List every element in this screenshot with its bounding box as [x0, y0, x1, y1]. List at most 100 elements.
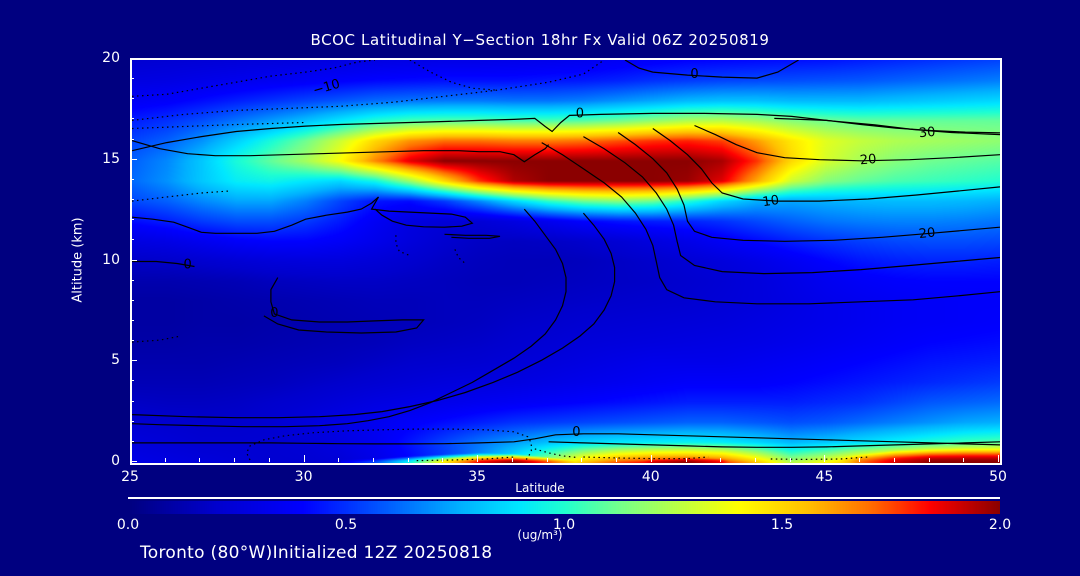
- y-tick-mark: [130, 78, 134, 80]
- x-tick-label: 40: [641, 469, 660, 485]
- x-tick-mark: [754, 458, 756, 462]
- contour-line-positive: [132, 260, 195, 268]
- x-tick-mark: [303, 455, 305, 462]
- x-tick-mark: [268, 458, 270, 462]
- y-tick-label: 15: [102, 150, 120, 167]
- contour-line-positive: [774, 117, 1000, 136]
- y-tick-mark: [130, 178, 134, 180]
- page-title: BCOC Latitudinal Y−Section 18hr Fx Valid…: [310, 31, 770, 49]
- y-tick-mark: [130, 98, 134, 100]
- contour-line-negative: [132, 190, 230, 202]
- y-tick-mark: [130, 380, 134, 382]
- x-tick-mark: [234, 458, 236, 462]
- contour-line-negative: [132, 60, 376, 97]
- x-tick-label: 30: [294, 469, 313, 485]
- colorbar-tick-label: 1.0: [552, 517, 576, 533]
- colorbar-unit: (ug/m³): [517, 528, 563, 542]
- x-tick-mark: [373, 458, 375, 462]
- y-tick-mark: [130, 420, 134, 422]
- x-tick-label: 25: [121, 469, 139, 485]
- contour-line-negative: [132, 335, 181, 343]
- x-tick-mark: [338, 458, 340, 462]
- y-tick-mark: [130, 360, 137, 362]
- x-tick-label: 35: [468, 469, 487, 485]
- contour-overlay: −10 0 0 10 20 20 30 0 0 0: [132, 60, 1000, 462]
- colorbar-tick-label: 0.5: [334, 517, 358, 533]
- y-tick-mark: [130, 440, 134, 442]
- contour-line-negative: [454, 249, 466, 264]
- contour-label: 0: [690, 67, 698, 82]
- y-tick-label: 0: [111, 453, 120, 469]
- x-tick-mark: [442, 458, 444, 462]
- contour-line-positive: [694, 124, 1000, 162]
- contour-label: 30: [918, 125, 936, 141]
- y-tick-label: 10: [102, 251, 120, 268]
- footer-caption: Toronto (80°W)Initialized 12Z 20250818: [140, 543, 493, 563]
- contour-line-positive: [132, 208, 567, 428]
- contour-label: 20: [859, 152, 877, 168]
- y-tick-mark: [130, 239, 134, 241]
- x-tick-mark: [407, 458, 409, 462]
- contour-line-positive: [263, 277, 425, 334]
- contour-line-negative: [245, 428, 532, 462]
- y-tick-mark: [130, 118, 134, 120]
- x-tick-label: 45: [815, 469, 834, 485]
- x-tick-mark: [650, 455, 652, 462]
- y-tick-mark: [130, 219, 134, 221]
- y-tick-label: 20: [102, 50, 120, 66]
- contour-label: 0: [183, 258, 191, 273]
- contour-line-negative: [132, 121, 306, 130]
- contour-label: 10: [762, 193, 780, 210]
- contour-line-positive: [583, 136, 1000, 275]
- contour-line-positive: [370, 196, 474, 228]
- contour-line-negative: [395, 235, 411, 257]
- y-tick-mark: [130, 340, 134, 342]
- contour-line-positive: [132, 212, 616, 419]
- x-tick-mark: [164, 458, 166, 462]
- colorbar: [128, 501, 1000, 514]
- y-tick-mark: [130, 400, 134, 402]
- plot-area: −10 0 0 10 20 20 30 0 0 0: [130, 58, 1002, 465]
- y-tick-mark: [130, 58, 137, 59]
- contour-line-positive: [541, 142, 1000, 305]
- contour-line-positive: [132, 140, 550, 163]
- x-tick-mark: [685, 458, 687, 462]
- contour-label: 0: [576, 106, 584, 121]
- x-tick-mark: [546, 458, 548, 462]
- x-tick-mark: [477, 455, 479, 462]
- y-tick-mark: [130, 259, 137, 261]
- contour-line-positive: [624, 60, 799, 79]
- x-tick-mark: [130, 455, 131, 462]
- y-tick-mark: [130, 199, 134, 201]
- colorbar-tick-label: 1.5: [770, 517, 794, 533]
- x-tick-mark: [928, 458, 930, 462]
- contour-line-negative: [583, 456, 709, 460]
- contour-label: 20: [918, 225, 936, 242]
- contour-line-positive: [132, 196, 379, 234]
- x-tick-mark: [789, 458, 791, 462]
- contour-line-negative: [416, 456, 514, 462]
- x-tick-mark: [616, 458, 618, 462]
- x-tick-mark: [963, 458, 965, 462]
- x-tick-label: 50: [989, 469, 1007, 485]
- contour-line-positive: [617, 132, 1000, 242]
- y-tick-mark: [130, 299, 134, 301]
- contour-line-positive: [132, 433, 1000, 446]
- x-tick-mark: [199, 458, 201, 462]
- x-tick-mark: [720, 458, 722, 462]
- contour-label: −10: [311, 77, 342, 99]
- contour-line-negative: [534, 448, 577, 458]
- x-tick-mark: [511, 458, 513, 462]
- x-tick-mark: [998, 455, 999, 462]
- y-tick-label: 5: [111, 352, 120, 369]
- contour-line-positive: [548, 441, 1000, 448]
- contour-label: 0: [270, 306, 278, 321]
- y-tick-mark: [130, 279, 134, 281]
- heatmap-field: [132, 60, 1000, 463]
- colorbar-rule: [128, 497, 1000, 499]
- contour-line-positive: [132, 112, 1000, 152]
- x-tick-mark: [581, 458, 583, 462]
- contour-line-negative: [770, 456, 869, 461]
- x-tick-mark: [824, 455, 826, 462]
